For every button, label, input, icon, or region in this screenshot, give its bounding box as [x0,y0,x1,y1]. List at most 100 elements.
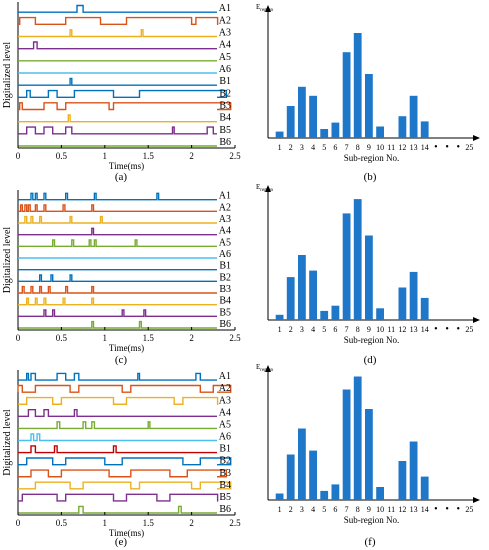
x-tick-label: 4 [311,143,315,152]
x-axis-label: Time(ms) [109,161,144,171]
channel-label: A3 [219,214,231,225]
channel-label: B5 [219,125,231,136]
trace-a2 [18,204,217,213]
x-tick-label: 10 [376,505,384,514]
bar [353,376,362,500]
channel-label: A2 [219,202,231,213]
x-tick-label: 25 [465,143,473,152]
trace-a6 [18,433,217,442]
bar [331,122,340,138]
bar [275,314,284,320]
channel-label: B6 [219,137,231,148]
x-tick-label: 14 [421,325,429,334]
x-tick-label: • [445,324,449,335]
x-tick-label: 1 [278,505,282,514]
panel-label: (e) [115,536,128,548]
channel-label: B2 [219,456,231,467]
channel-label: A6 [219,249,231,260]
x-axis-arrow [473,317,480,323]
x-tick-label: 10 [376,143,384,152]
x-axis-label: Sub-region No. [344,335,400,345]
x-tick-label: • [434,324,438,335]
trace-b3 [18,102,232,111]
x-tick-label: 3 [300,143,304,152]
x-tick-label: 2 [289,143,293,152]
x-tick-label: 1 [103,518,108,528]
trace-b4 [18,297,217,306]
x-tick-label: 11 [387,143,395,152]
x-tick-label: 5 [322,505,326,514]
x-tick-label: 7 [345,325,349,334]
x-tick-label: 2 [189,333,194,343]
bar [309,270,317,320]
bar [320,490,329,500]
bar [420,297,429,320]
bar [275,493,284,500]
channel-label: B1 [219,76,231,87]
x-axis-label: Sub-region No. [344,515,400,525]
x-tick-label: 6 [333,325,337,334]
y-axis-label: Digitalized level [2,42,13,109]
x-tick-label: 3 [300,325,304,334]
bar [420,121,429,138]
y-axis-arrow [265,365,271,372]
x-tick-label: 14 [421,143,429,152]
bar [286,106,295,138]
y-axis-label: Eregion [256,3,274,13]
x-tick-label: 8 [356,143,360,152]
x-tick-label: 14 [421,505,429,514]
trace-a2 [18,16,219,26]
x-tick-label: 13 [410,505,418,514]
channel-label: B5 [219,492,231,503]
bar [331,305,340,320]
panel-label: (a) [115,171,128,183]
channel-label: A3 [219,395,231,406]
trace-a3 [18,396,219,405]
trace-b6 [18,320,217,329]
channel-label: B2 [219,88,231,99]
x-tick-label: 2.5 [229,333,241,343]
x-tick-label: 12 [398,325,406,334]
bar [342,52,351,139]
x-tick-label: 2.5 [229,151,241,161]
trace-b1 [18,77,217,86]
channel-label: A6 [219,64,231,75]
trace-b1 [18,445,217,454]
x-tick-label: 0 [16,333,21,343]
y-axis-label: Eregion [256,183,274,193]
bar [365,235,373,320]
bar [409,441,418,500]
x-tick-label: 4 [311,325,315,334]
x-tick-label: 0 [16,518,21,528]
bar [342,389,351,500]
channel-label: A1 [219,191,231,202]
channel-label: A3 [219,28,231,39]
x-axis-label: Time(ms) [109,343,144,353]
trace-b2 [18,89,227,99]
trace-a1 [18,4,217,13]
x-tick-label: 5 [322,143,326,152]
x-tick-label: 9 [367,505,371,514]
bar [286,454,295,500]
bar [342,213,351,320]
trace-b5 [18,309,217,318]
trace-b3 [18,469,227,478]
bar [320,310,329,320]
x-tick-label: 25 [465,505,473,514]
channel-label: B4 [219,296,231,307]
channel-label: B3 [219,101,231,112]
bar [365,74,373,138]
channel-label: B4 [219,480,231,491]
channel-label: B4 [219,113,231,124]
channel-label: B1 [219,444,231,455]
channel-label: A2 [219,15,231,26]
trace-b6 [18,505,217,514]
channel-label: A2 [219,383,231,394]
x-tick-label: 8 [356,325,360,334]
x-tick-label: 1.5 [143,518,155,528]
y-axis-arrow [265,185,271,192]
x-axis-arrow [473,135,480,141]
